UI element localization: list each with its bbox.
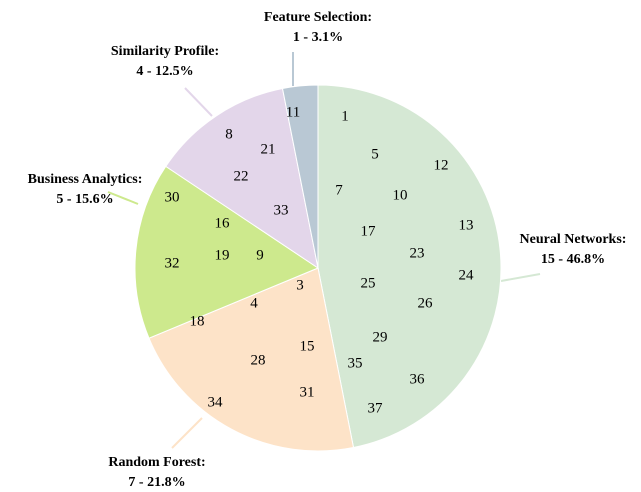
pie-slice <box>165 87 319 270</box>
slice-value-label: 15 - 46.8% <box>541 252 605 267</box>
member-id: 10 <box>393 187 408 203</box>
member-id: 29 <box>373 329 388 345</box>
member-id: 19 <box>215 247 230 263</box>
member-id: 9 <box>256 247 264 263</box>
pie-slice <box>134 165 320 339</box>
member-id: 25 <box>361 275 376 291</box>
slice-value-label: 5 - 15.6% <box>56 192 113 207</box>
member-id: 28 <box>251 352 266 368</box>
slice-label: Random Forest: <box>108 455 205 470</box>
member-id: 37 <box>368 400 384 416</box>
member-id: 33 <box>274 202 289 218</box>
slice-value-label: 4 - 12.5% <box>136 64 193 79</box>
pie-slice <box>281 84 319 269</box>
member-id: 26 <box>418 295 434 311</box>
member-id: 1 <box>341 108 349 124</box>
member-id: 15 <box>300 338 315 354</box>
member-id: 18 <box>190 313 205 329</box>
member-id: 34 <box>208 394 224 410</box>
member-id: 16 <box>215 215 231 231</box>
member-id: 3 <box>296 277 304 293</box>
member-id: 5 <box>371 146 379 162</box>
member-id: 13 <box>459 217 474 233</box>
member-id: 21 <box>261 141 276 157</box>
leader-line <box>184 87 213 117</box>
slice-label: Similarity Profile: <box>111 44 219 59</box>
member-id: 30 <box>165 189 180 205</box>
member-id: 31 <box>300 384 315 400</box>
member-id: 36 <box>410 371 426 387</box>
pie-slice <box>317 84 502 449</box>
member-id: 4 <box>250 295 258 311</box>
member-id: 12 <box>434 157 449 173</box>
slice-label: Neural Networks: <box>520 232 627 247</box>
slice-label: Feature Selection: <box>264 10 372 25</box>
member-id: 24 <box>459 267 475 283</box>
leader-line <box>171 417 203 449</box>
member-id: 11 <box>286 104 300 120</box>
member-id: 35 <box>348 355 363 371</box>
pie-slice <box>148 267 355 452</box>
slice-label: Business Analytics: <box>28 172 143 187</box>
member-id: 8 <box>225 126 233 142</box>
leader-line <box>107 191 139 205</box>
member-id: 32 <box>165 255 180 271</box>
leader-line <box>500 273 541 282</box>
slice-value-label: 7 - 21.8% <box>128 475 185 490</box>
member-id: 17 <box>361 223 377 239</box>
slices <box>134 84 502 452</box>
member-id: 22 <box>234 168 249 184</box>
member-id: 7 <box>335 182 343 198</box>
slice-value-label: 1 - 3.1% <box>293 30 343 45</box>
member-id: 23 <box>410 245 425 261</box>
